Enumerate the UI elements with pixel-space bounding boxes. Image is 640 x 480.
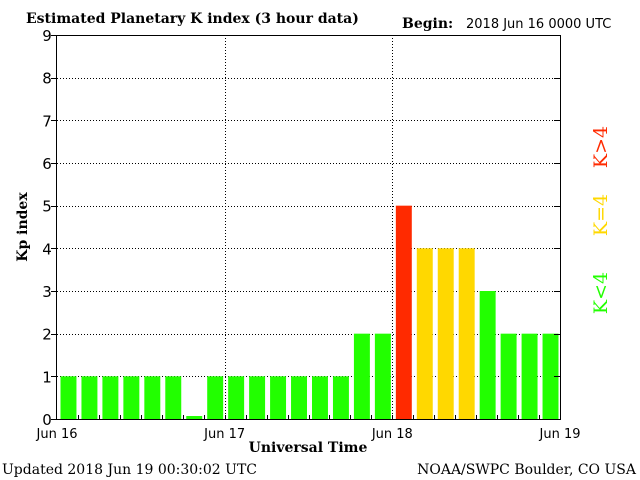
bar — [353, 333, 370, 419]
x-tick-label: Jun 19 — [539, 427, 581, 442]
bar — [521, 333, 538, 419]
bar — [312, 376, 328, 419]
y-tick-label: 3 — [42, 283, 52, 301]
bar — [542, 333, 559, 419]
bar — [165, 376, 182, 419]
bar — [81, 376, 98, 419]
y-tick-label: 8 — [42, 70, 52, 88]
y-tick-label: 2 — [42, 326, 52, 344]
x-axis-label: Universal Time — [249, 440, 368, 456]
updated-timestamp: Updated 2018 Jun 19 00:30:02 UTC — [2, 462, 257, 478]
bar — [144, 376, 161, 419]
bar — [437, 248, 454, 419]
legend-above-4: K>4 — [590, 126, 612, 168]
bar — [500, 333, 517, 419]
bar — [416, 248, 433, 419]
legend-equal-4: K=4 — [590, 194, 612, 236]
source-credit: NOAA/SWPC Boulder, CO USA — [417, 462, 637, 478]
bar — [102, 376, 119, 419]
bar — [332, 376, 349, 419]
bar — [374, 333, 391, 419]
bar — [60, 376, 77, 419]
legend-below-4: K<4 — [590, 272, 612, 314]
bar — [186, 416, 203, 419]
y-ticks: 0 1 2 3 4 5 6 7 8 9 — [42, 27, 560, 429]
bar — [395, 205, 412, 419]
bar — [291, 376, 307, 419]
y-tick-label: 1 — [42, 368, 52, 386]
plot-frame — [56, 35, 561, 420]
y-axis-label: Kp index — [15, 192, 31, 262]
x-ticks: Jun 16 Jun 17 Jun 18 Jun 19 — [36, 415, 581, 442]
begin-label: Begin: — [402, 16, 453, 32]
bar — [479, 291, 496, 419]
y-tick-label: 7 — [42, 112, 52, 130]
bar — [207, 376, 224, 419]
bar — [123, 376, 140, 419]
x-tick-label: Jun 16 — [36, 427, 78, 442]
y-tick-label: 6 — [42, 155, 52, 173]
y-tick-label: 5 — [42, 198, 52, 216]
grid-lines — [57, 35, 560, 419]
x-tick-label: Jun 17 — [203, 427, 245, 442]
y-tick-label: 9 — [42, 27, 52, 45]
chart-title: Estimated Planetary K index (3 hour data… — [26, 11, 359, 27]
bar — [249, 376, 266, 419]
bar — [270, 376, 287, 419]
bar — [458, 248, 475, 419]
bar — [228, 376, 245, 419]
begin-value: 2018 Jun 16 0000 UTC — [466, 17, 611, 32]
y-tick-label: 4 — [42, 240, 52, 258]
y-tick-label: 0 — [42, 411, 52, 429]
x-tick-label: Jun 18 — [371, 427, 413, 442]
bars — [60, 205, 559, 419]
